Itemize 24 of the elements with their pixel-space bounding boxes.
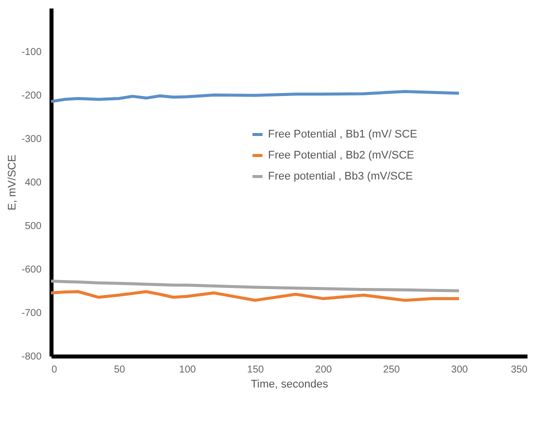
y-tick-label: 500 bbox=[24, 221, 42, 232]
legend-label: Free Potential , Bb2 (mV/SCE bbox=[268, 150, 414, 162]
legend-label: Free Potential , Bb1 (mV/ SCE bbox=[268, 128, 418, 140]
y-tick-label: -300 bbox=[21, 134, 42, 145]
x-tick-label: 150 bbox=[247, 364, 264, 376]
y-axis-title: E, mV/SCE bbox=[6, 154, 18, 210]
legend-label: Free potential , Bb3 (mV/SCE bbox=[268, 170, 413, 182]
x-tick-label: 350 bbox=[510, 364, 528, 376]
x-tick-label: 50 bbox=[114, 364, 126, 376]
line-series bbox=[51, 90, 460, 104]
y-tick-label: -800 bbox=[21, 352, 42, 362]
y-tick-label: -600 bbox=[21, 264, 42, 276]
y-tick-label: -700 bbox=[21, 308, 42, 319]
y-tick-label: 400 bbox=[24, 178, 42, 188]
x-tick-label: 300 bbox=[451, 364, 468, 376]
x-tick-label: 0 bbox=[52, 364, 58, 376]
x-tick-label: 100 bbox=[179, 364, 196, 376]
line-series bbox=[51, 280, 460, 292]
line-series bbox=[51, 290, 460, 302]
y-tick-label: -200 bbox=[21, 90, 42, 102]
x-tick-label: 250 bbox=[383, 364, 400, 376]
y-tick-label: -100 bbox=[21, 47, 42, 58]
x-axis-title: Time, secondes bbox=[250, 378, 329, 390]
x-tick-label: 200 bbox=[315, 364, 332, 376]
